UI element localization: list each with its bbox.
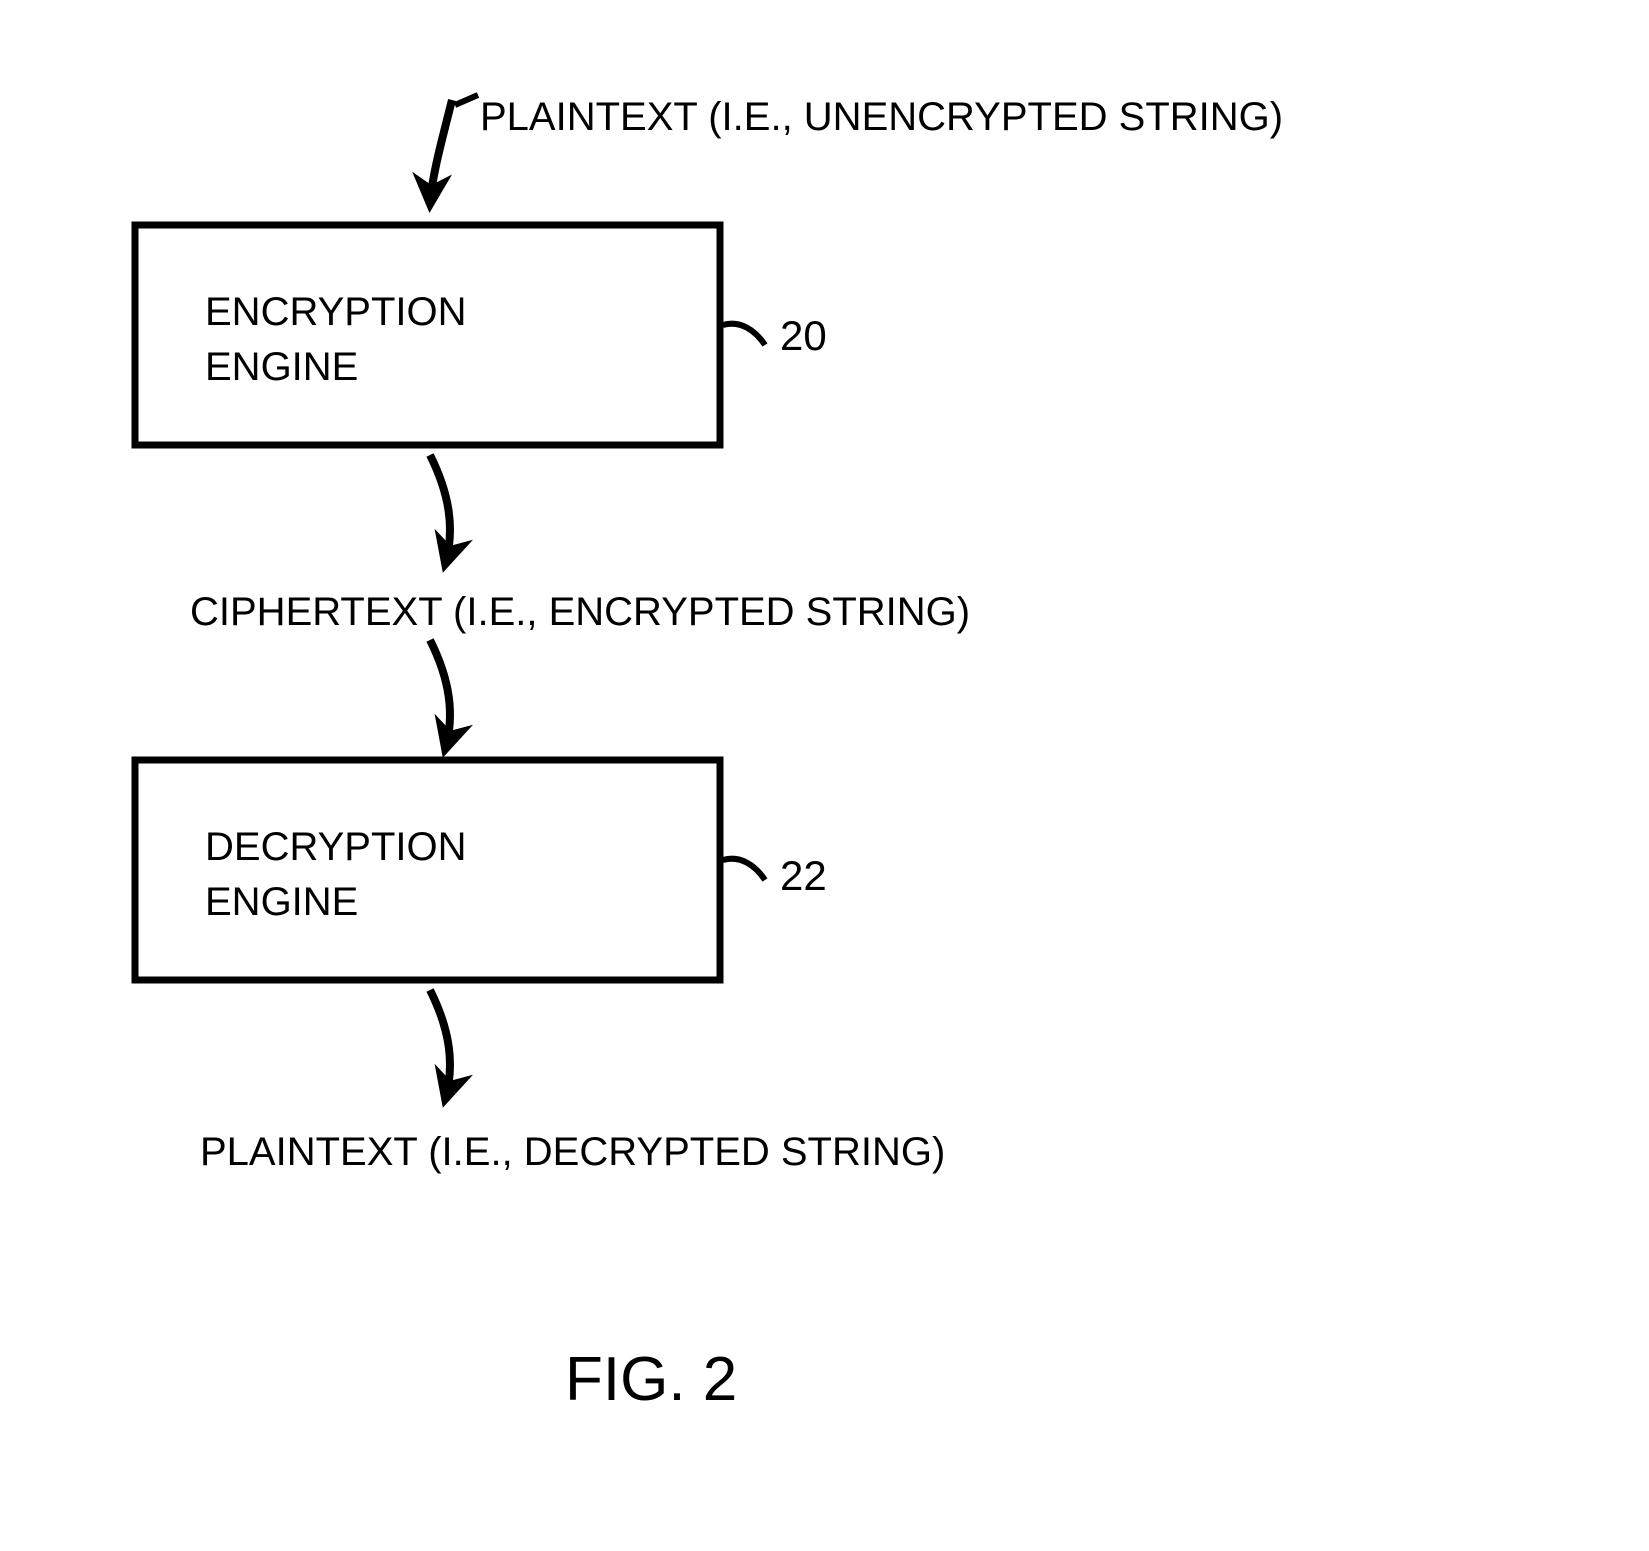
encryption-engine-text-line1: ENCRYPTION [205,290,467,334]
encryption-engine-box [135,225,720,445]
flowchart-canvas: PLAINTEXT (I.E., UNENCRYPTED STRING) ENC… [0,0,1649,1551]
figure-caption: FIG. 2 [565,1345,737,1414]
arrow-decryption-to-plaintext [430,990,450,1100]
plaintext-output-label: PLAINTEXT (I.E., DECRYPTED STRING) [200,1130,945,1174]
arrow-ciphertext-to-decryption [430,640,450,750]
ref-20-label: 20 [780,312,827,359]
ref-20-leader [723,324,765,345]
arrow-into-encryption [430,100,452,205]
ref-22-label: 22 [780,852,827,899]
plaintext-leader [455,95,478,105]
decryption-engine-text-line1: DECRYPTION [205,825,467,869]
ciphertext-label: CIPHERTEXT (I.E., ENCRYPTED STRING) [190,590,970,634]
decryption-engine-box [135,760,720,980]
ref-22-leader [723,859,765,880]
decryption-engine-text-line2: ENGINE [205,880,358,924]
encryption-engine-text-line2: ENGINE [205,345,358,389]
arrow-encryption-to-ciphertext [430,455,450,565]
plaintext-input-label: PLAINTEXT (I.E., UNENCRYPTED STRING) [480,95,1283,139]
